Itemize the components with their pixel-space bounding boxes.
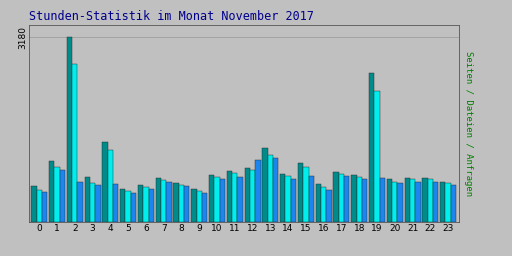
Bar xyxy=(49,161,54,222)
Bar xyxy=(344,176,350,222)
Bar xyxy=(36,190,42,222)
Bar xyxy=(174,183,179,222)
Bar xyxy=(404,178,410,222)
Bar xyxy=(326,190,332,222)
Bar xyxy=(108,150,113,222)
Bar xyxy=(273,158,279,222)
Bar xyxy=(339,174,344,222)
Bar xyxy=(250,170,255,222)
Bar xyxy=(362,179,367,222)
Bar xyxy=(333,172,339,222)
Bar xyxy=(255,159,261,222)
Bar xyxy=(191,189,197,222)
Bar xyxy=(161,180,166,222)
Bar xyxy=(440,182,445,222)
Bar xyxy=(102,142,108,222)
Bar xyxy=(369,73,374,222)
Bar xyxy=(209,175,215,222)
Bar xyxy=(286,176,291,222)
Bar xyxy=(54,166,59,222)
Bar xyxy=(238,177,243,222)
Bar xyxy=(351,175,356,222)
Bar xyxy=(120,189,125,222)
Bar xyxy=(262,148,268,222)
Bar xyxy=(42,191,47,222)
Bar xyxy=(31,186,36,222)
Bar xyxy=(410,179,415,222)
Bar xyxy=(309,176,314,222)
Bar xyxy=(321,187,326,222)
Bar xyxy=(303,166,309,222)
Bar xyxy=(113,184,118,222)
Bar xyxy=(84,177,90,222)
Bar xyxy=(316,184,321,222)
Bar xyxy=(415,182,420,222)
Bar xyxy=(59,170,65,222)
Bar xyxy=(179,185,184,222)
Bar xyxy=(90,183,95,222)
Bar xyxy=(184,186,189,222)
Bar xyxy=(215,177,220,222)
Bar xyxy=(451,185,456,222)
Bar xyxy=(131,193,136,222)
Bar xyxy=(125,191,131,222)
Bar xyxy=(220,179,225,222)
Text: Stunden-Statistik im Monat November 2017: Stunden-Statistik im Monat November 2017 xyxy=(29,10,313,24)
Bar xyxy=(232,173,238,222)
Bar xyxy=(298,163,303,222)
Bar xyxy=(422,178,428,222)
Bar xyxy=(197,191,202,222)
Bar xyxy=(374,91,380,222)
Bar xyxy=(433,182,438,222)
Bar xyxy=(380,178,385,222)
Bar xyxy=(445,183,451,222)
Bar xyxy=(138,185,143,222)
Bar xyxy=(148,189,154,222)
Bar xyxy=(156,178,161,222)
Bar xyxy=(291,179,296,222)
Bar xyxy=(202,193,207,222)
Bar xyxy=(268,155,273,222)
Bar xyxy=(245,168,250,222)
Bar xyxy=(72,64,77,222)
Bar xyxy=(227,171,232,222)
Bar xyxy=(280,174,286,222)
Bar xyxy=(387,179,392,222)
Bar xyxy=(95,185,100,222)
Bar xyxy=(143,187,148,222)
Bar xyxy=(392,182,397,222)
Bar xyxy=(77,182,83,222)
Bar xyxy=(166,182,172,222)
Bar xyxy=(428,179,433,222)
Bar xyxy=(356,177,362,222)
Bar xyxy=(397,183,403,222)
Y-axis label: Seiten / Dateien / Anfragen: Seiten / Dateien / Anfragen xyxy=(464,51,474,196)
Bar xyxy=(67,37,72,222)
